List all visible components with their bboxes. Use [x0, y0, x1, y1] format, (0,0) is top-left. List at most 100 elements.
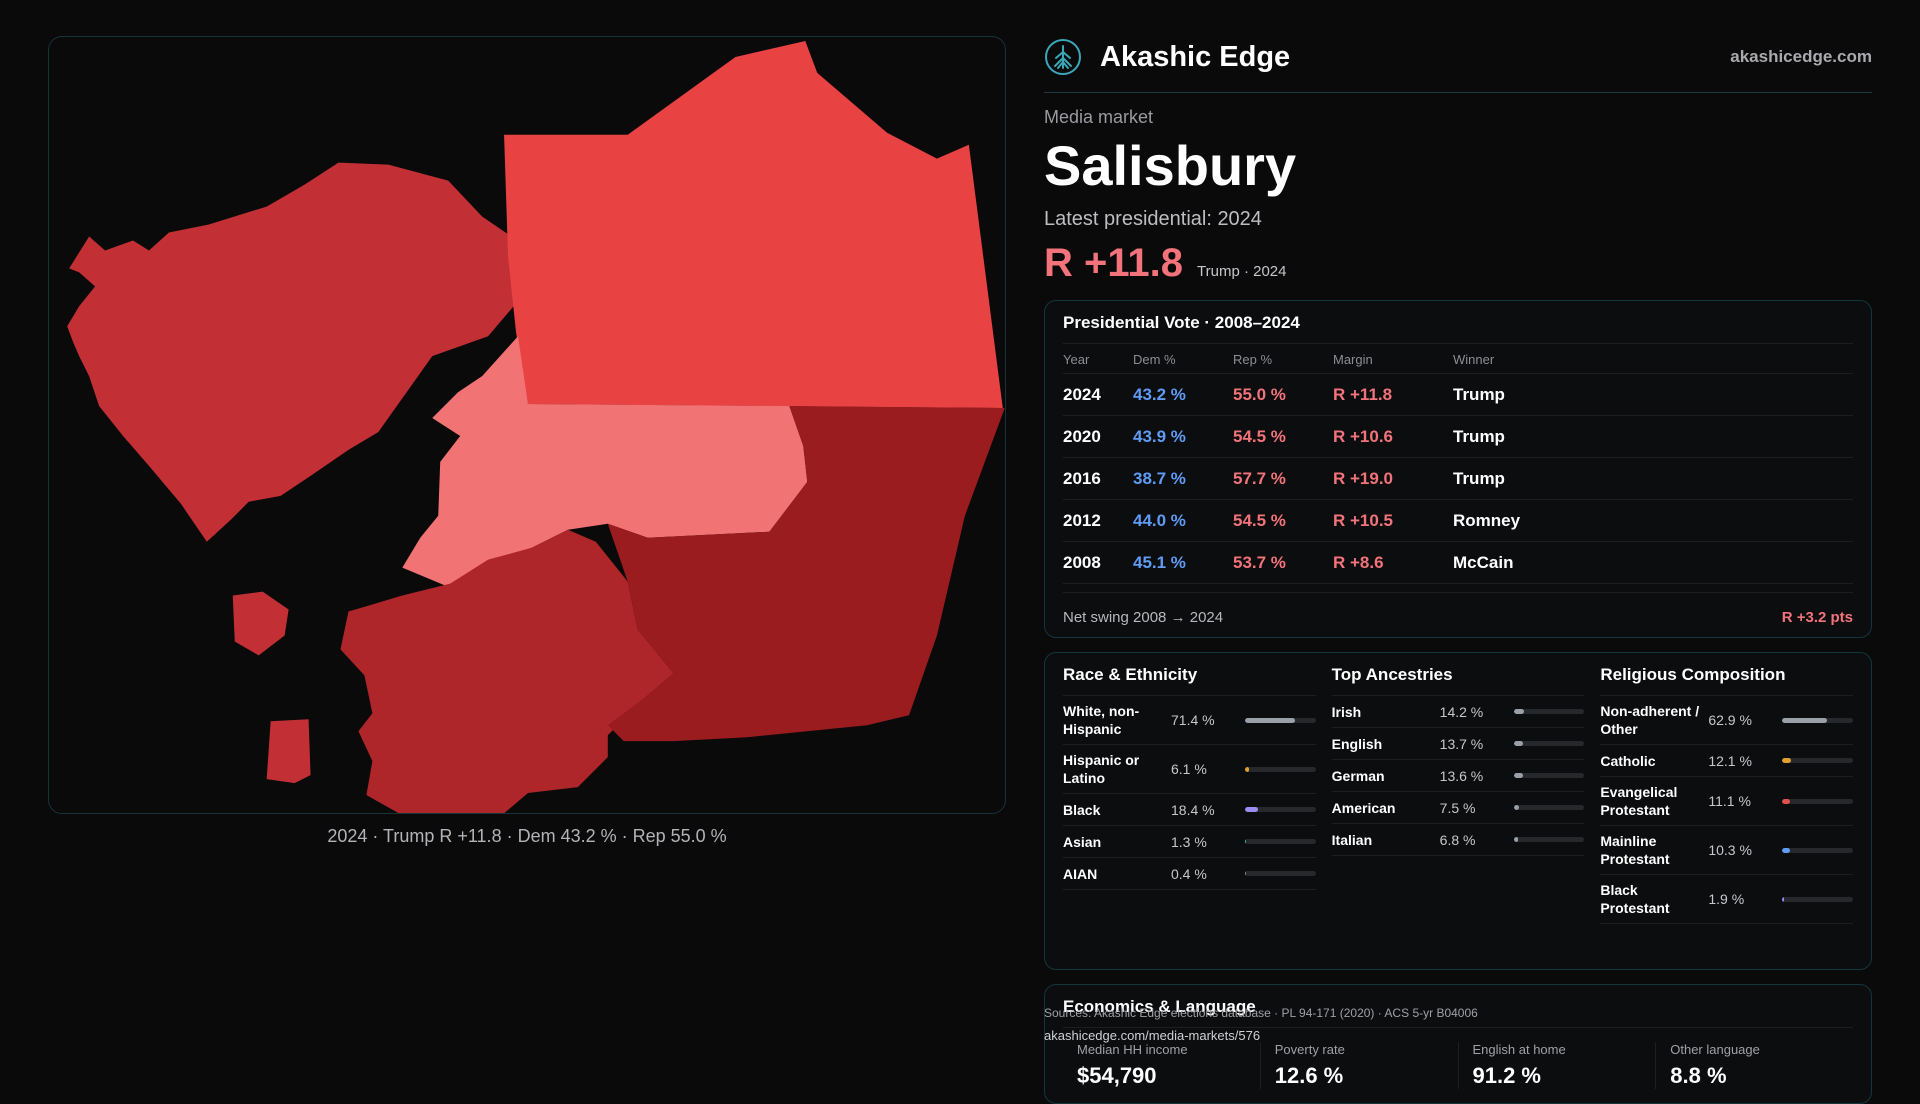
market-detail-panel: Akashic Edge akashicedge.com Media marke…: [1044, 32, 1872, 1104]
latest-margin-value: R +11.8: [1044, 241, 1184, 285]
item-bar: [1782, 717, 1854, 723]
map-region-west[interactable]: [67, 162, 523, 542]
item-bar: [1245, 871, 1316, 876]
item-value: 1.3 %: [1171, 833, 1207, 850]
row-year: 2024: [1063, 373, 1133, 416]
econ-value: 12.6 %: [1274, 1063, 1344, 1088]
item-bar-fill: [1513, 837, 1519, 842]
vote-table: Year Dem % Rep % Margin Winner 2024 43.2…: [1063, 344, 1853, 584]
item-bar: [1245, 717, 1316, 723]
map-region-south[interactable]: [340, 529, 674, 813]
brand-name: Akashic Edge: [1100, 40, 1291, 73]
item-value: 0.4 %: [1171, 865, 1207, 882]
row-winner: McCain: [1453, 541, 1853, 584]
item-bar-fill: [1245, 871, 1246, 876]
item-value: 18.4 %: [1171, 801, 1215, 818]
brand-header: Akashic Edge akashicedge.com: [1044, 32, 1872, 93]
tree-icon: [1045, 39, 1081, 75]
row-dem: 45.1 %: [1133, 541, 1233, 584]
list-item: Italian 6.8 %: [1331, 824, 1585, 856]
list-item: Asian 1.3 %: [1063, 826, 1316, 858]
list-item: German 13.6 %: [1331, 760, 1585, 792]
item-bar-fill: [1513, 773, 1524, 778]
row-rep: 54.5 %: [1233, 499, 1333, 542]
row-year: 2016: [1063, 457, 1133, 500]
net-swing-label: Net swing 2008 → 2024: [1063, 609, 1224, 626]
row-margin: R +11.8: [1333, 373, 1453, 416]
map-region-south-island[interactable]: [266, 719, 311, 784]
list-item: Black Protestant 1.9 %: [1600, 875, 1854, 924]
market-map[interactable]: [48, 36, 1006, 814]
row-rep: 53.7 %: [1233, 541, 1333, 584]
item-label: Black: [1063, 801, 1101, 818]
item-label: Black Protestant: [1600, 882, 1670, 916]
item-bar: [1782, 758, 1854, 763]
map-caption: 2024 · Trump R +11.8 · Dem 43.2 % · Rep …: [327, 826, 727, 846]
col-winner: Winner: [1453, 344, 1853, 374]
econ-label: English at home: [1472, 1042, 1566, 1057]
econ-cell: Median HH income $54,790: [1063, 1042, 1261, 1089]
col-rep: Rep %: [1233, 344, 1333, 374]
item-label: German: [1331, 767, 1385, 784]
row-dem: 38.7 %: [1133, 457, 1233, 500]
list-item: White, non-Hispanic 71.4 %: [1063, 696, 1316, 745]
row-winner: Trump: [1453, 457, 1853, 500]
col-margin: Margin: [1333, 344, 1453, 374]
list-item: Black 18.4 %: [1063, 794, 1316, 826]
econ-title: Economics & Language: [1063, 997, 1853, 1028]
col-year: Year: [1063, 344, 1133, 374]
economics-card: Economics & Language Median HH income $5…: [1044, 984, 1872, 1104]
list-item: Hispanic or Latino 6.1 %: [1063, 745, 1316, 794]
row-dem: 44.0 %: [1133, 499, 1233, 542]
econ-value: 8.8 %: [1670, 1063, 1727, 1088]
item-bar-fill: [1513, 805, 1519, 810]
item-bar-fill: [1782, 758, 1791, 763]
row-rep: 57.7 %: [1233, 457, 1333, 500]
latest-margin: R +11.8 Trump · 2024: [1044, 241, 1872, 286]
row-year: 2012: [1063, 499, 1133, 542]
item-label: Asian: [1063, 833, 1102, 850]
sources-url-link[interactable]: akashicedge.com/media-markets/576: [1044, 1028, 1261, 1043]
col-dem: Dem %: [1133, 344, 1233, 374]
row-winner: Trump: [1453, 373, 1853, 416]
latest-presidential-label: Latest presidential: 2024: [1044, 208, 1262, 230]
item-bar: [1782, 798, 1854, 804]
item-bar: [1782, 847, 1854, 853]
item-bar: [1513, 741, 1585, 746]
item-bar: [1245, 839, 1316, 844]
item-bar-fill: [1245, 766, 1250, 772]
item-bar-fill: [1513, 709, 1524, 714]
econ-grid: Median HH income $54,790 Poverty rate 12…: [1063, 1042, 1853, 1089]
item-label: American: [1331, 799, 1396, 816]
list-item: Irish 14.2 %: [1331, 696, 1585, 728]
row-dem: 43.2 %: [1133, 373, 1233, 416]
latest-margin-sub: Trump · 2024: [1197, 263, 1287, 280]
item-label: Hispanic or Latino: [1063, 752, 1140, 786]
page-title: Salisbury: [1044, 134, 1297, 197]
item-label: Italian: [1331, 831, 1373, 848]
list-item: Catholic 12.1 %: [1600, 745, 1854, 777]
map-region-center[interactable]: [402, 336, 808, 588]
item-label: Mainline Protestant: [1600, 833, 1670, 867]
item-value: 1.9 %: [1708, 891, 1745, 907]
row-rep: 54.5 %: [1233, 415, 1333, 458]
row-margin: R +19.0: [1333, 457, 1453, 500]
row-rep: 55.0 %: [1233, 373, 1333, 416]
item-bar: [1513, 709, 1585, 714]
item-value: 13.7 %: [1439, 735, 1484, 752]
row-margin: R +10.5: [1333, 499, 1453, 542]
econ-label: Poverty rate: [1274, 1042, 1345, 1057]
brand-url-link[interactable]: akashicedge.com: [1730, 47, 1872, 66]
map-region-northeast[interactable]: [504, 40, 1003, 409]
item-bar-fill: [1782, 798, 1791, 804]
ancestry-section: Top Ancestries Irish 14.2 % English 13.7 % G…: [1331, 665, 1601, 957]
table-row: 2008 45.1 % 53.7 % R +8.6 McCain: [1063, 541, 1853, 584]
map-region-west-island[interactable]: [232, 591, 289, 656]
table-row: 2020 43.9 % 54.5 % R +10.6 Trump: [1063, 415, 1853, 458]
item-value: 13.6 %: [1439, 767, 1484, 784]
item-value: 7.5 %: [1439, 799, 1476, 816]
item-value: 12.1 %: [1708, 752, 1752, 769]
econ-value: $54,790: [1077, 1063, 1157, 1088]
map-region-southeast[interactable]: [607, 406, 1005, 742]
row-year: 2020: [1063, 415, 1133, 458]
